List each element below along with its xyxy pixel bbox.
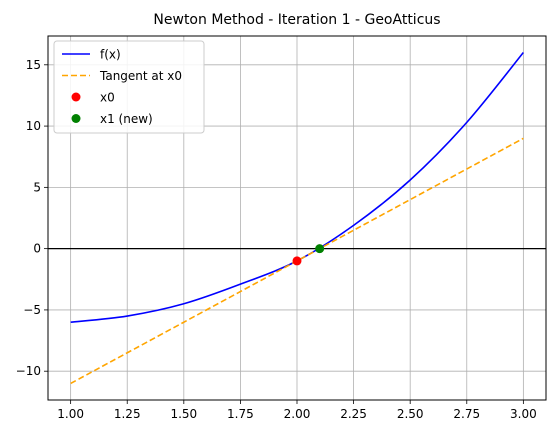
y-tick-label: 15	[26, 58, 41, 72]
x-tick-label: 1.50	[170, 407, 197, 421]
series-layer	[70, 52, 524, 385]
legend: f(x) Tangent at x0 x0 x1 (new)	[53, 40, 205, 134]
x-tick-label: 2.50	[397, 407, 424, 421]
series-line-f-x	[70, 52, 524, 323]
legend-label-f-x: f(x)	[100, 48, 121, 62]
x-tick-label: 3.00	[510, 407, 537, 421]
x-tick-label: 2.25	[340, 407, 367, 421]
point-x1-new	[315, 244, 325, 254]
legend-swatch-x1-new	[71, 114, 81, 123]
chart-title: Newton Method - Iteration 1 - GeoAtticus	[153, 12, 440, 28]
y-tick-label: 5	[33, 180, 41, 194]
y-tick-label: −10	[16, 364, 41, 378]
legend-swatch-x0	[71, 92, 81, 102]
axis-ticks: 1.00 1.25 1.50 1.75 2.00 2.25 2.50 2.75 3.00 −10 −…	[16, 58, 537, 421]
x-tick-label: 1.00	[57, 407, 84, 421]
point-x0	[292, 256, 302, 266]
legend-label-x0: x0	[100, 91, 115, 105]
y-tick-label: 10	[26, 119, 41, 133]
x-tick-label: 2.75	[453, 407, 480, 421]
legend-box	[53, 40, 205, 134]
legend-label-tangent-at-x0: Tangent at x0	[99, 69, 182, 83]
legend-label-x1-new: x1 (new)	[100, 112, 153, 126]
x-tick-label: 1.75	[227, 407, 254, 421]
x-tick-label: 2.00	[284, 407, 311, 421]
y-tick-label: 0	[33, 242, 41, 256]
y-tick-label: −5	[23, 303, 41, 317]
x-tick-label: 1.25	[114, 407, 141, 421]
